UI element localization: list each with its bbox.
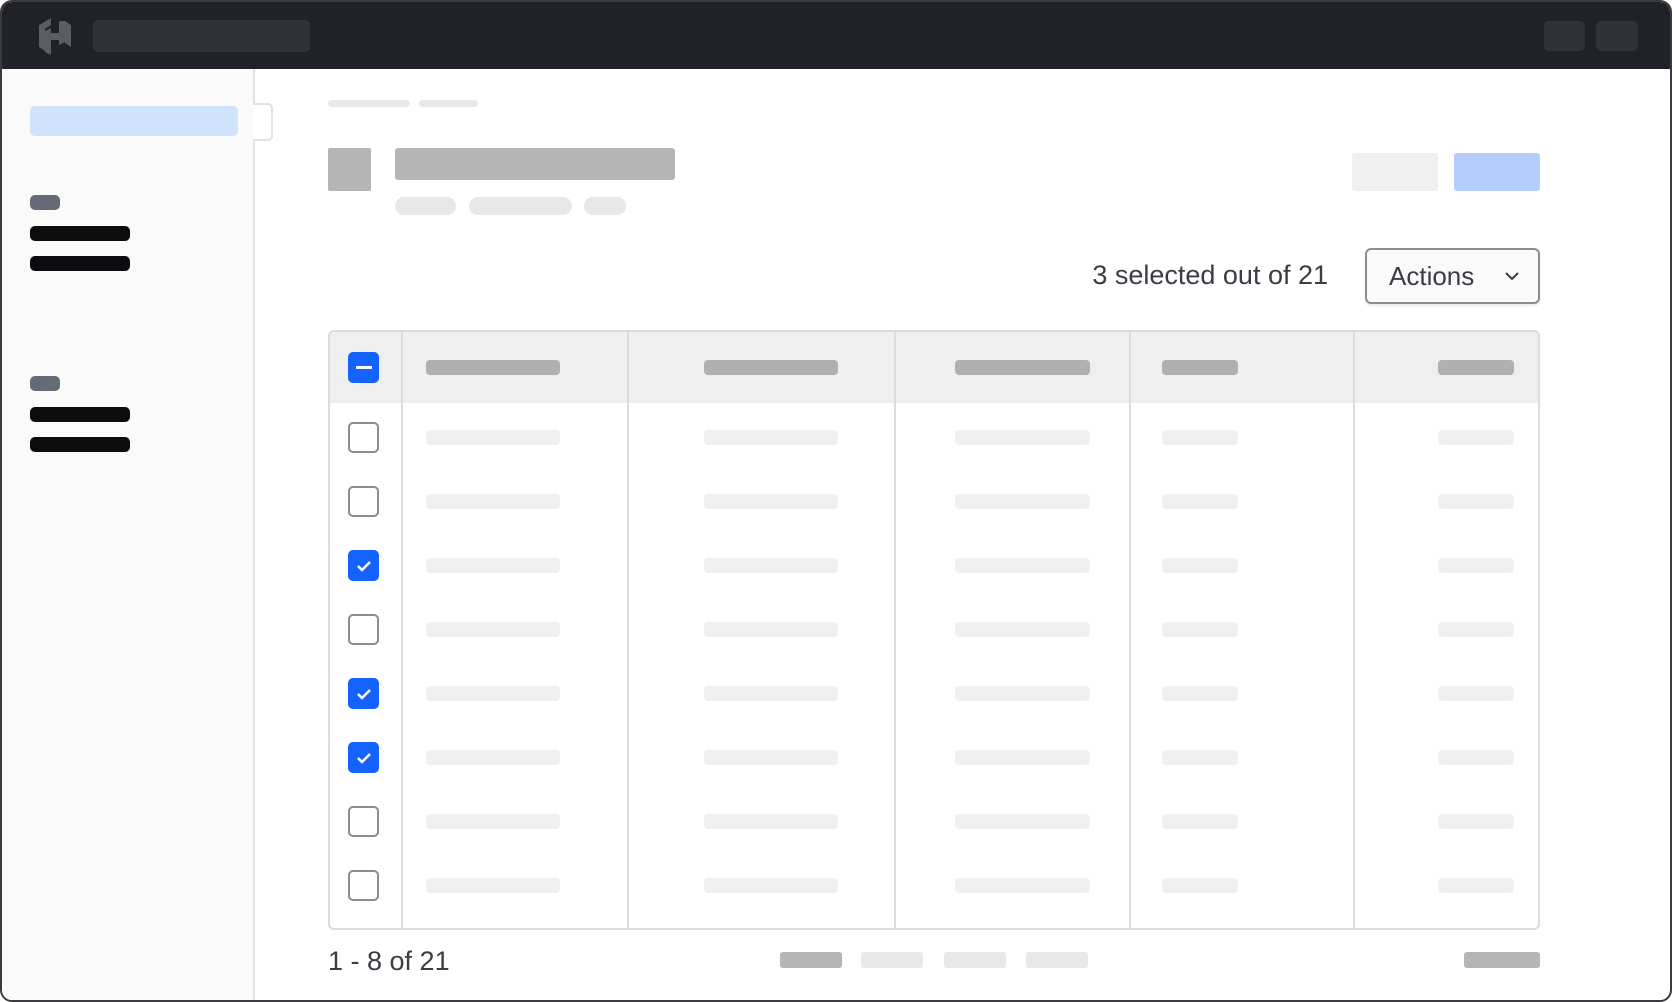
page-icon (328, 148, 371, 191)
column-header (426, 360, 560, 375)
topbar-button[interactable] (1544, 21, 1585, 51)
table-cell (704, 622, 838, 637)
tag (584, 197, 626, 215)
table-cell (1162, 558, 1238, 573)
column-header (1162, 360, 1238, 375)
table-cell (1162, 814, 1238, 829)
table-cell (955, 750, 1090, 765)
column-divider (627, 332, 629, 928)
page-button[interactable] (1026, 952, 1088, 968)
pagination-range: 1 - 8 of 21 (328, 946, 450, 976)
table-cell (426, 558, 560, 573)
table-cell (704, 814, 838, 829)
table-cell (704, 558, 838, 573)
secondary-button[interactable] (1352, 153, 1438, 191)
minus-icon (355, 365, 372, 369)
page-size-selector[interactable] (1464, 952, 1540, 968)
row-checkbox[interactable] (348, 486, 379, 517)
table-cell (426, 494, 560, 509)
sidebar-section-label (30, 195, 60, 210)
table-cell (1162, 622, 1238, 637)
actions-label: Actions (1389, 260, 1475, 291)
column-header (1438, 360, 1514, 375)
table-cell (704, 750, 838, 765)
table-cell (1162, 494, 1238, 509)
table-cell (1438, 686, 1514, 701)
table-cell (955, 878, 1090, 893)
table-cell (704, 686, 838, 701)
table-cell (955, 494, 1090, 509)
select-all-checkbox[interactable] (348, 352, 379, 383)
row-checkbox[interactable] (348, 422, 379, 453)
checkmark-icon (356, 688, 371, 700)
table-cell (1438, 814, 1514, 829)
row-checkbox[interactable] (348, 678, 379, 709)
chevron-down-icon (1505, 272, 1519, 281)
table-cell (1438, 430, 1514, 445)
column-header (704, 360, 838, 375)
sidebar-item[interactable] (30, 256, 130, 271)
page-button[interactable] (944, 952, 1006, 968)
primary-button[interactable] (1454, 153, 1540, 191)
breadcrumb-item[interactable] (328, 100, 410, 107)
row-checkbox[interactable] (348, 742, 379, 773)
column-divider (1129, 332, 1131, 928)
row-checkbox[interactable] (348, 870, 379, 901)
sidebar-item[interactable] (30, 437, 130, 452)
page-button[interactable] (861, 952, 923, 968)
table-cell (1438, 878, 1514, 893)
search-bar[interactable] (93, 20, 310, 52)
row-checkbox[interactable] (348, 614, 379, 645)
top-bar (2, 2, 1670, 69)
table-cell (1162, 878, 1238, 893)
column-divider (401, 332, 403, 928)
selection-status: 3 selected out of 21 (1092, 260, 1328, 290)
tag (395, 197, 456, 215)
tag (469, 197, 572, 215)
table-cell (704, 430, 838, 445)
table-cell (426, 622, 560, 637)
sidebar-section-label (30, 376, 60, 391)
checkmark-icon (356, 752, 371, 764)
table-cell (955, 558, 1090, 573)
row-checkbox[interactable] (348, 806, 379, 837)
sidebar-item[interactable] (30, 226, 130, 241)
data-table (328, 330, 1540, 930)
column-divider (1353, 332, 1355, 928)
table-cell (426, 878, 560, 893)
checkmark-icon (356, 560, 371, 572)
table-cell (955, 430, 1090, 445)
breadcrumb-item[interactable] (419, 100, 478, 107)
table-cell (955, 814, 1090, 829)
table-cell (704, 494, 838, 509)
table-cell (426, 686, 560, 701)
page-title (395, 148, 675, 180)
sidebar (2, 69, 273, 1000)
table-cell (1438, 494, 1514, 509)
table-cell (1438, 622, 1514, 637)
table-cell (1162, 430, 1238, 445)
table-cell (426, 750, 560, 765)
table-cell (1438, 750, 1514, 765)
topbar-button[interactable] (1596, 21, 1638, 51)
column-header (955, 360, 1090, 375)
table-cell (955, 686, 1090, 701)
table-cell (1438, 558, 1514, 573)
table-cell (1162, 686, 1238, 701)
table-cell (1162, 750, 1238, 765)
sidebar-item[interactable] (30, 407, 130, 422)
hashicorp-logo-icon[interactable] (36, 16, 74, 56)
row-checkbox[interactable] (348, 550, 379, 581)
sidebar-item-active[interactable] (30, 106, 238, 136)
actions-dropdown[interactable]: Actions (1365, 248, 1540, 304)
table-cell (426, 430, 560, 445)
table-cell (426, 814, 560, 829)
column-divider (894, 332, 896, 928)
table-cell (955, 622, 1090, 637)
sidebar-toggle[interactable] (253, 103, 273, 141)
table-cell (704, 878, 838, 893)
page-button[interactable] (780, 952, 842, 968)
